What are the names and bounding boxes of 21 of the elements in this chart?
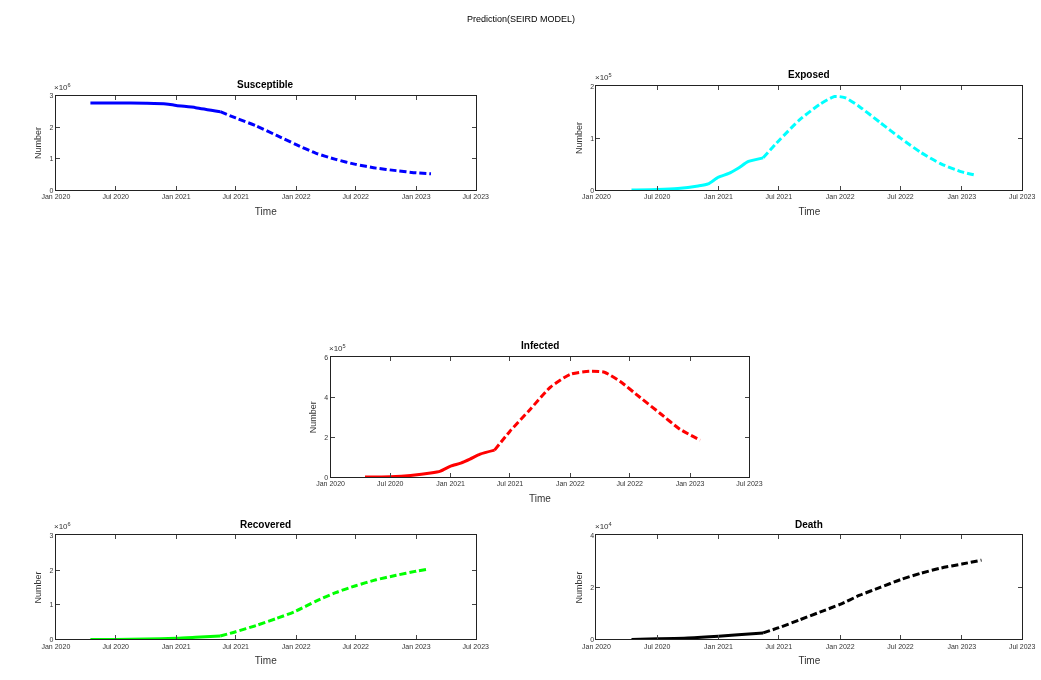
text: ×10$^{6}$ bbox=[54, 521, 71, 532]
text: ×10$^{6}$ bbox=[54, 82, 71, 93]
text: ×10$^{5}$ bbox=[329, 343, 346, 354]
x-axis-title: Time bbox=[254, 205, 278, 217]
text: Prediction(SEIRD MODEL) bbox=[467, 14, 576, 24]
text: ×10$^{5}$ bbox=[595, 72, 612, 83]
x-axis-title: Time bbox=[798, 205, 821, 217]
y-axis-title: Number bbox=[307, 401, 318, 434]
y-axis-title: Number bbox=[573, 571, 584, 604]
y-axis-title: Number bbox=[573, 122, 584, 155]
y-axis-title: Number bbox=[32, 127, 43, 160]
chart-title: Susceptible bbox=[237, 79, 294, 90]
x-axis-title: Time bbox=[798, 655, 821, 667]
text: ×10$^{4}$ bbox=[595, 521, 612, 532]
x-axis-title: Time bbox=[254, 655, 278, 667]
chart-title: Recovered bbox=[240, 519, 292, 530]
y-axis-title: Number bbox=[32, 571, 43, 604]
chart-title: Exposed bbox=[788, 69, 830, 80]
x-axis-title: Time bbox=[529, 492, 552, 504]
chart-title: Infected bbox=[521, 340, 560, 351]
chart-title: Death bbox=[795, 519, 823, 530]
